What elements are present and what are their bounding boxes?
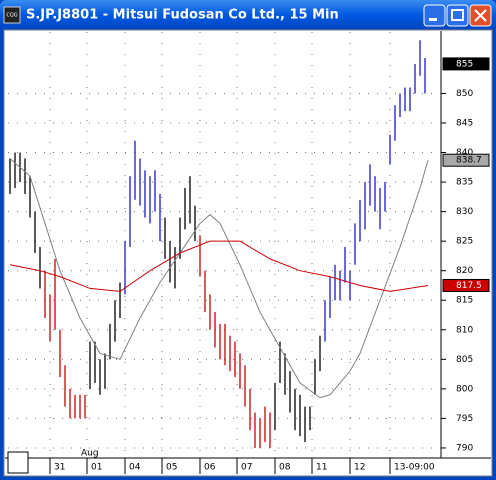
x-tick-label: 06 <box>204 463 216 473</box>
price-marker-label: 855 <box>456 59 473 69</box>
x-tick-label: 05 <box>166 463 177 473</box>
price-marker <box>442 57 490 71</box>
y-tick-label: 815 <box>456 296 473 306</box>
y-tick-label: 820 <box>456 266 473 276</box>
close-icon <box>474 9 487 22</box>
y-tick-label: 790 <box>456 443 473 453</box>
x-tick-label: 08 <box>279 463 291 473</box>
x-tick-label: 04 <box>129 463 141 473</box>
maximize-icon <box>451 9 464 21</box>
y-tick-label: 800 <box>456 384 473 394</box>
price-marker-label: 838.7 <box>456 156 482 166</box>
icon-text: CQG <box>6 13 17 19</box>
minimize-icon <box>429 18 437 21</box>
y-tick-label: 850 <box>456 89 473 99</box>
x-tick-label: 31 <box>54 463 65 473</box>
moving-average <box>9 240 429 292</box>
y-tick-label: 795 <box>456 414 473 424</box>
x-tick-label: 13-09:00 <box>394 463 435 473</box>
x-tick-label: 11 <box>316 463 327 473</box>
y-tick-label: 810 <box>456 325 473 335</box>
y-tick-label: 840 <box>456 148 473 158</box>
corner-box[interactable] <box>7 451 29 474</box>
x-tick-label: 12 <box>354 463 365 473</box>
price-marker <box>442 278 490 292</box>
window-icon[interactable] <box>3 6 21 24</box>
y-tick-label: 830 <box>456 207 473 217</box>
y-tick-label: 845 <box>456 118 473 128</box>
moving-average <box>9 158 429 399</box>
y-tick-label: 805 <box>456 355 473 365</box>
x-tick-label: 07 <box>241 463 252 473</box>
maximize-button[interactable] <box>446 4 469 27</box>
x-tick-label: 01 <box>91 463 102 473</box>
window-title: S.JP.J8801 - Mitsui Fudosan Co Ltd., 15 … <box>26 8 339 23</box>
title-bar <box>0 0 496 30</box>
y-tick-label: 825 <box>456 237 473 247</box>
price-marker-label: 817.5 <box>456 281 482 291</box>
chart-area <box>3 29 493 477</box>
plot: 790 795 800 805 810 815 820 825 830 835 840 845 850 3… <box>8 32 490 474</box>
annotation: Aug <box>81 449 99 459</box>
minimize-button[interactable] <box>423 4 446 27</box>
price-marker <box>442 153 490 167</box>
y-tick-label: 835 <box>456 178 473 188</box>
